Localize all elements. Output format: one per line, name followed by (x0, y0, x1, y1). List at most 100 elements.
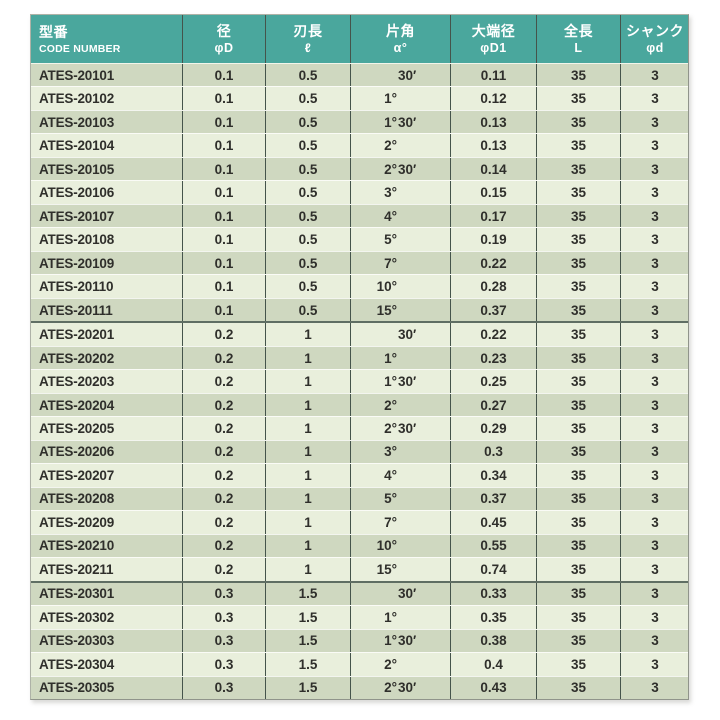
table-row: ATES-20204 0.2 1 2° 0.27 35 3 (31, 392, 688, 417)
cell-overall-length: 35 (537, 558, 621, 581)
cell-half-angle: 10° (351, 534, 451, 558)
cell-large-end-diameter: 0.3 (451, 440, 537, 464)
spec-table: 型番 CODE NUMBER 径 φD 刃長 ℓ 片角 α° 大端径 φD1 全長 L シャンク φd A… (30, 14, 689, 700)
cell-code-number: ATES-20105 (31, 157, 183, 181)
cell-large-end-diameter: 0.28 (451, 275, 537, 298)
table-row: ATES-20303 0.3 1.5 1° 30′ 0.38 35 3 (31, 628, 688, 653)
cell-shank-diameter: 3 (651, 279, 659, 295)
cell-code-number: ATES-20302 (31, 606, 183, 629)
angle-degrees: 1° (384, 91, 397, 107)
cell-overall-length: 35 (537, 204, 621, 228)
cell-overall-length: 35 (537, 417, 621, 440)
cell-half-angle: 4° (351, 464, 451, 487)
header-subtitle: CODE NUMBER (39, 43, 121, 56)
angle-degrees: 3° (384, 185, 397, 201)
cell-large-end-diameter: 0.22 (451, 323, 537, 346)
cell-large-end-diameter: 0.34 (451, 464, 537, 487)
cell-flute-length: 1.5 (266, 629, 351, 653)
cell-half-angle: 2° 30′ (351, 157, 451, 181)
cell-large-end-diameter: 0.14 (451, 157, 537, 181)
table-row: ATES-20111 0.1 0.5 15° 0.37 35 3 (31, 297, 688, 322)
cell-large-end-diameter: 0.35 (451, 606, 537, 629)
table-row: ATES-20207 0.2 1 4° 0.34 35 3 (31, 463, 688, 487)
angle-degrees: 4° (384, 467, 397, 483)
header-subtitle: α° (393, 41, 408, 56)
table-row: ATES-20208 0.2 1 5° 0.37 35 3 (31, 486, 688, 511)
cell-half-angle: 1° (351, 346, 451, 370)
cell-large-end-diameter: 0.43 (451, 676, 537, 700)
angle-degrees: 3° (384, 444, 397, 460)
cell-shank-diameter: 3 (651, 255, 659, 271)
cell-code-number: ATES-20208 (31, 487, 183, 511)
angle-degrees: 4° (384, 208, 397, 224)
cell-overall-length: 35 (537, 110, 621, 134)
cell-flute-length: 1 (266, 370, 351, 393)
header-subtitle: ℓ (304, 41, 312, 56)
cell-diameter: 0.2 (183, 417, 266, 440)
cell-code-number: ATES-20207 (31, 464, 183, 487)
angle-degrees: 7° (384, 514, 397, 530)
table-row: ATES-20209 0.2 1 7° 0.45 35 3 (31, 510, 688, 534)
header-subtitle: φd (646, 41, 664, 56)
cell-shank-diameter: 3 (651, 397, 659, 413)
cell-code-number: ATES-20304 (31, 653, 183, 676)
cell-flute-length: 0.5 (266, 298, 351, 322)
table-row: ATES-20102 0.1 0.5 1° 0.12 35 3 (31, 86, 688, 110)
cell-half-angle: 10° (351, 275, 451, 298)
cell-flute-length: 0.5 (266, 134, 351, 157)
cell-overall-length: 35 (537, 440, 621, 464)
angle-degrees: 2° (384, 680, 397, 696)
angle-degrees: 1° (384, 374, 397, 390)
cell-half-angle: 30′ (351, 323, 451, 346)
cell-flute-length: 1 (266, 511, 351, 534)
cell-half-angle: 2° (351, 393, 451, 417)
header-subtitle: L (574, 41, 583, 56)
cell-code-number: ATES-20201 (31, 323, 183, 346)
cell-flute-length: 1 (266, 323, 351, 346)
cell-half-angle: 7° (351, 511, 451, 534)
angle-degrees: 1° (384, 350, 397, 366)
cell-flute-length: 1 (266, 534, 351, 558)
cell-code-number: ATES-20303 (31, 629, 183, 653)
cell-shank-diameter: 3 (651, 185, 659, 201)
cell-shank-diameter: 3 (651, 327, 659, 343)
cell-shank-diameter: 3 (651, 161, 659, 177)
table-row: ATES-20201 0.2 1 30′ 0.22 35 3 (31, 321, 688, 346)
table-row: ATES-20205 0.2 1 2° 30′ 0.29 35 3 (31, 416, 688, 440)
angle-minutes: 30′ (398, 680, 417, 696)
table-row: ATES-20106 0.1 0.5 3° 0.15 35 3 (31, 180, 688, 204)
cell-shank-diameter: 3 (651, 138, 659, 154)
table-row: ATES-20110 0.1 0.5 10° 0.28 35 3 (31, 274, 688, 298)
table-row: ATES-20107 0.1 0.5 4° 0.17 35 3 (31, 203, 688, 228)
cell-diameter: 0.1 (183, 298, 266, 322)
cell-half-angle: 15° (351, 558, 451, 581)
cell-flute-length: 1 (266, 558, 351, 581)
header-cell-shank: シャンク φd (621, 15, 689, 63)
cell-shank-diameter: 3 (651, 609, 659, 625)
cell-flute-length: 0.5 (266, 87, 351, 110)
cell-code-number: ATES-20103 (31, 110, 183, 134)
angle-minutes: 30′ (398, 67, 417, 83)
cell-diameter: 0.1 (183, 275, 266, 298)
table-row: ATES-20203 0.2 1 1° 30′ 0.25 35 3 (31, 369, 688, 393)
table-row: ATES-20104 0.1 0.5 2° 0.13 35 3 (31, 133, 688, 157)
cell-large-end-diameter: 0.11 (451, 64, 537, 87)
angle-degrees: 7° (384, 255, 397, 271)
table-row: ATES-20101 0.1 0.5 30′ 0.11 35 3 (31, 64, 688, 87)
cell-code-number: ATES-20107 (31, 204, 183, 228)
cell-half-angle: 5° (351, 228, 451, 251)
table-row: ATES-20211 0.2 1 15° 0.74 35 3 (31, 557, 688, 581)
angle-degrees: 2° (384, 656, 397, 672)
cell-shank-diameter: 3 (651, 232, 659, 248)
cell-shank-diameter: 3 (651, 302, 659, 318)
cell-large-end-diameter: 0.4 (451, 653, 537, 676)
cell-large-end-diameter: 0.19 (451, 228, 537, 251)
cell-shank-diameter: 3 (651, 633, 659, 649)
cell-overall-length: 35 (537, 393, 621, 417)
cell-shank-diameter: 3 (651, 561, 659, 577)
cell-diameter: 0.2 (183, 440, 266, 464)
cell-overall-length: 35 (537, 346, 621, 370)
cell-code-number: ATES-20110 (31, 275, 183, 298)
cell-diameter: 0.1 (183, 181, 266, 204)
angle-degrees: 1° (384, 114, 397, 130)
